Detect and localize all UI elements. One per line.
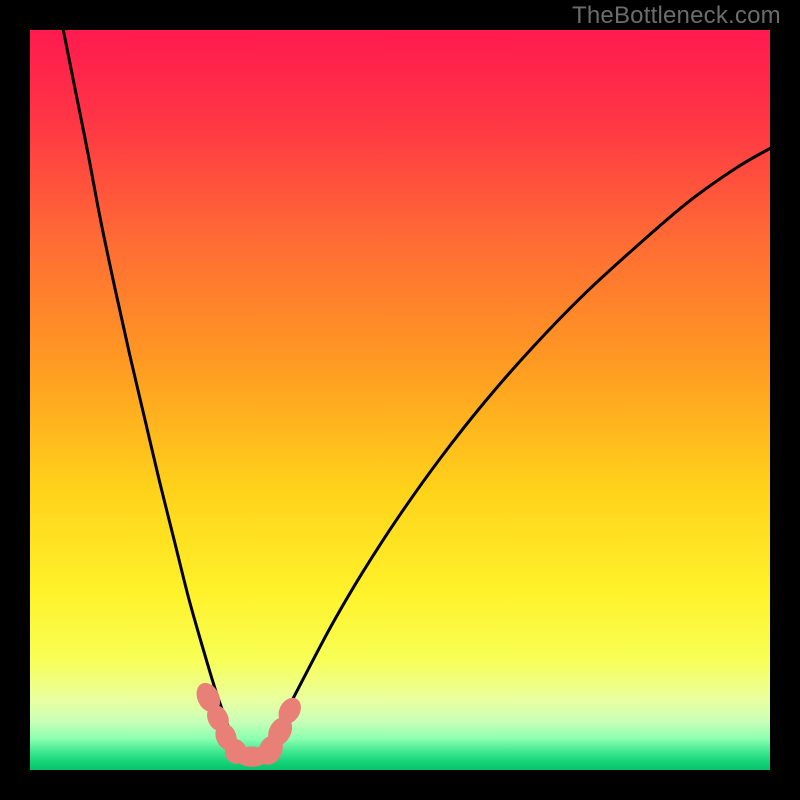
watermark-text: TheBottleneck.com: [572, 2, 781, 30]
plot-area: [30, 30, 770, 770]
plot-svg: [30, 30, 770, 770]
